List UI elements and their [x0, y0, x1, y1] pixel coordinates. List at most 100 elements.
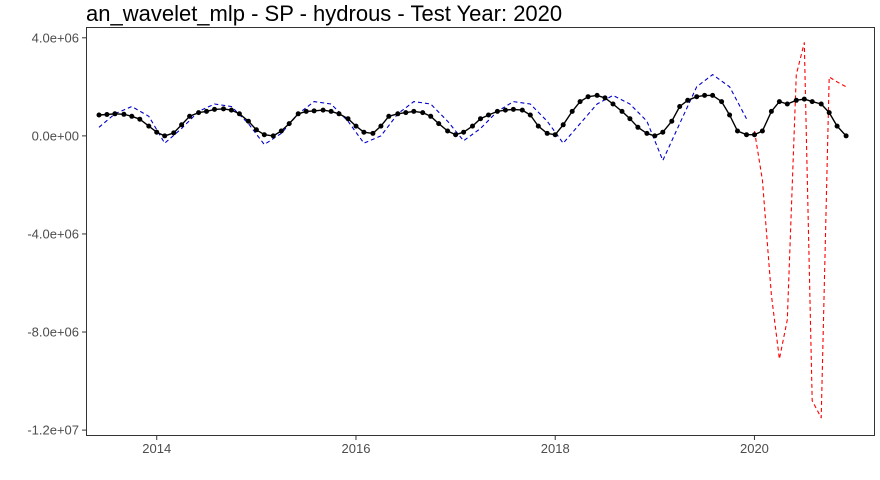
series-0-point [171, 130, 177, 136]
series-0-point [494, 108, 500, 114]
plot-panel-border [86, 27, 875, 436]
series-line-2 [753, 42, 847, 419]
series-0-point [221, 106, 226, 112]
series-0-point [278, 128, 284, 134]
series-0-point [212, 106, 217, 112]
series-0-point [744, 132, 749, 138]
series-0-point [677, 104, 683, 109]
series-0-point [535, 123, 541, 129]
series-0-point [585, 94, 591, 100]
series-0-point [129, 113, 135, 119]
series-0-point [403, 110, 409, 116]
series-0-point [834, 123, 840, 129]
series-0-point [253, 127, 259, 133]
series-0-point [519, 107, 525, 113]
series-0-point [96, 112, 102, 118]
series-0-point [752, 132, 757, 138]
series-0-point [652, 133, 658, 139]
series-0-point [735, 128, 740, 134]
series-0-point [121, 111, 127, 117]
series-0-point [843, 133, 849, 139]
series-0-point [204, 108, 209, 114]
x-tick-label: 2018 [541, 441, 570, 456]
series-0-point [759, 128, 765, 134]
series-0-point [826, 110, 832, 116]
series-0-point [361, 129, 367, 135]
series-0-point [619, 108, 625, 114]
x-tick-label: 2016 [342, 441, 371, 456]
series-0-point [719, 99, 725, 105]
series-0-point [104, 112, 110, 117]
series-0-point [345, 116, 351, 122]
series-0-point [478, 116, 483, 122]
series-0-point [420, 110, 426, 116]
series-0-point [461, 129, 467, 135]
series-0-point [809, 99, 815, 105]
series-0-point [635, 124, 641, 130]
series-0-point [602, 95, 608, 101]
series-0-point [245, 118, 251, 124]
y-tick-label: -1.2e+07 [27, 423, 79, 438]
series-0-point [801, 96, 807, 102]
series-0-point [560, 122, 566, 128]
series-0-point [453, 132, 459, 138]
series-0-point [411, 108, 417, 114]
series-0-point [776, 99, 782, 105]
series-0-point [702, 92, 708, 98]
series-0-point [502, 107, 508, 113]
series-0-point [353, 123, 359, 129]
series-0-point [112, 111, 118, 117]
series-0-point [727, 112, 733, 118]
series-0-point [710, 92, 716, 98]
series-0-point [320, 107, 326, 113]
series-0-point [436, 121, 442, 127]
series-0-point [669, 118, 675, 124]
y-tick-label: -8.0e+06 [27, 325, 79, 340]
series-0-point [627, 116, 633, 122]
series-0-point [270, 133, 276, 139]
series-0-point [162, 133, 168, 139]
series-0-point [261, 132, 267, 138]
series-0-point [303, 108, 309, 114]
series-0-point [146, 123, 152, 129]
series-line-0 [98, 94, 847, 137]
chart-title: an_wavelet_mlp - SP - hydrous - Test Yea… [86, 1, 562, 26]
x-tick-label: 2020 [740, 441, 769, 456]
series-0-point [154, 129, 160, 135]
series-0-point [295, 111, 301, 117]
series-0-point [179, 122, 185, 128]
series-0-point [569, 108, 575, 114]
series-0-point [784, 101, 790, 107]
series-0-point [386, 113, 392, 119]
y-tick-label: 4.0e+06 [32, 30, 79, 45]
series-0-point [428, 113, 434, 119]
series-0-point [644, 130, 650, 136]
series-0-point [694, 94, 700, 100]
x-tick-label: 2014 [142, 441, 171, 456]
series-0-point [370, 130, 376, 136]
series-layer [96, 42, 849, 419]
series-0-point [228, 107, 234, 113]
series-0-point [527, 112, 533, 118]
y-tick-label: 0.0e+00 [32, 128, 79, 143]
series-0-point [328, 108, 334, 114]
series-0-point [594, 92, 600, 98]
series-0-point [818, 101, 824, 107]
series-0-point [660, 129, 666, 135]
series-0-point [187, 113, 193, 119]
series-line-1 [98, 74, 747, 161]
series-0-point [336, 111, 342, 117]
series-0-point [685, 97, 691, 103]
series-0-point [137, 116, 143, 122]
series-0-point [793, 97, 799, 103]
series-0-point [544, 130, 550, 136]
series-0-point [378, 123, 384, 129]
series-0-point [311, 108, 317, 114]
series-0-point [510, 106, 516, 112]
series-0-point [286, 121, 292, 127]
series-0-point [486, 112, 491, 118]
series-0-point [552, 132, 558, 138]
y-tick-label: -4.0e+06 [27, 226, 79, 241]
